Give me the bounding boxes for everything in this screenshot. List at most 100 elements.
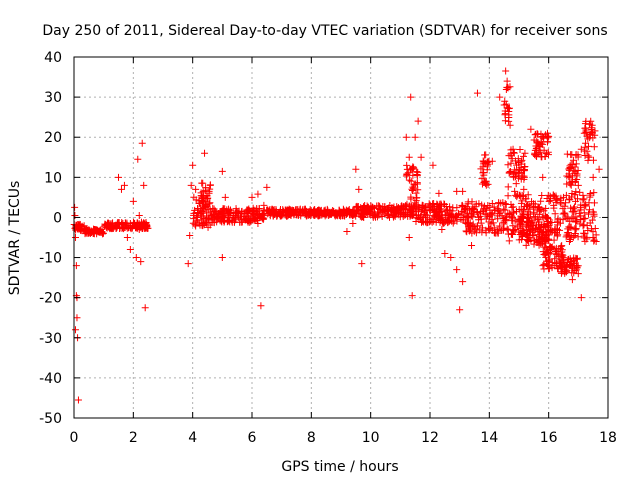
- x-tick-label: 18: [599, 430, 617, 446]
- data-point: [496, 93, 504, 101]
- data-point: [201, 149, 209, 157]
- data-point: [462, 219, 470, 227]
- data-point: [548, 259, 556, 267]
- y-tick-label: 10: [44, 170, 62, 186]
- data-point: [500, 205, 508, 213]
- data-point: [552, 225, 560, 233]
- y-axis-label: SDTVAR / TECUs: [7, 181, 23, 296]
- data-point: [564, 213, 572, 221]
- data-point: [501, 200, 509, 208]
- data-point: [580, 221, 588, 229]
- data-point: [199, 179, 207, 187]
- data-point: [568, 208, 576, 216]
- data-point: [407, 177, 415, 185]
- data-point: [571, 163, 579, 171]
- data-point: [515, 172, 523, 180]
- data-point: [298, 208, 306, 216]
- data-point: [517, 160, 525, 168]
- data-point: [495, 200, 503, 208]
- data-point: [482, 181, 490, 189]
- data-point: [83, 226, 91, 234]
- data-point: [473, 222, 481, 230]
- data-point: [201, 202, 209, 210]
- data-point: [580, 195, 588, 203]
- data-point: [485, 225, 493, 233]
- data-point: [224, 217, 232, 225]
- data-point: [478, 180, 486, 188]
- data-point: [554, 215, 562, 223]
- data-point: [522, 202, 530, 210]
- data-point: [134, 155, 142, 163]
- data-point: [572, 151, 580, 159]
- data-point: [511, 226, 519, 234]
- data-point: [429, 200, 437, 208]
- x-tick-label: 4: [188, 430, 197, 446]
- data-point: [209, 211, 217, 219]
- data-point: [244, 208, 252, 216]
- data-point: [257, 302, 265, 310]
- data-point: [104, 220, 112, 228]
- data-point: [538, 153, 546, 161]
- data-point: [560, 254, 568, 262]
- data-point: [524, 191, 532, 199]
- data-point: [582, 201, 590, 209]
- data-point: [504, 183, 512, 191]
- y-tick-label: -20: [39, 291, 62, 307]
- data-point: [523, 201, 531, 209]
- data-point: [190, 211, 198, 219]
- data-point: [221, 214, 229, 222]
- data-point: [573, 255, 581, 263]
- data-point: [497, 226, 505, 234]
- data-point: [135, 225, 143, 233]
- data-point: [563, 180, 571, 188]
- data-point: [532, 130, 540, 138]
- data-point: [280, 207, 288, 215]
- data-point: [254, 190, 262, 198]
- data-point: [537, 197, 545, 205]
- data-point: [527, 219, 535, 227]
- data-point: [515, 205, 523, 213]
- data-point: [592, 238, 600, 246]
- data-point: [234, 209, 242, 217]
- data-point: [548, 244, 556, 252]
- data-point: [378, 212, 386, 220]
- data-point: [221, 193, 229, 201]
- data-point: [117, 185, 125, 193]
- data-point: [568, 276, 576, 284]
- data-point: [444, 216, 452, 224]
- data-point: [113, 220, 121, 228]
- data-point: [567, 204, 575, 212]
- data-point: [488, 215, 496, 223]
- data-point: [527, 125, 535, 133]
- data-point: [203, 219, 211, 227]
- data-point: [327, 210, 335, 218]
- data-point: [509, 145, 517, 153]
- data-point: [488, 200, 496, 208]
- data-point: [456, 306, 464, 314]
- data-point: [573, 255, 581, 263]
- data-point: [304, 209, 312, 217]
- data-point: [255, 205, 263, 213]
- data-point: [197, 189, 205, 197]
- data-point: [581, 215, 589, 223]
- data-point: [449, 204, 457, 212]
- x-tick-label: 14: [480, 430, 498, 446]
- data-point: [468, 242, 476, 250]
- data-point: [198, 207, 206, 215]
- data-point: [438, 225, 446, 233]
- data-point: [453, 187, 461, 195]
- data-point: [403, 170, 411, 178]
- data-point: [588, 216, 596, 224]
- data-point: [541, 243, 549, 251]
- data-point: [562, 268, 570, 276]
- data-point: [417, 153, 425, 161]
- data-point: [581, 237, 589, 245]
- data-point: [324, 206, 332, 214]
- data-point: [537, 133, 545, 141]
- data-point: [533, 130, 541, 138]
- data-point: [522, 241, 530, 249]
- data-point: [387, 207, 395, 215]
- data-point: [290, 210, 298, 218]
- data-point: [538, 213, 546, 221]
- data-point: [363, 204, 371, 212]
